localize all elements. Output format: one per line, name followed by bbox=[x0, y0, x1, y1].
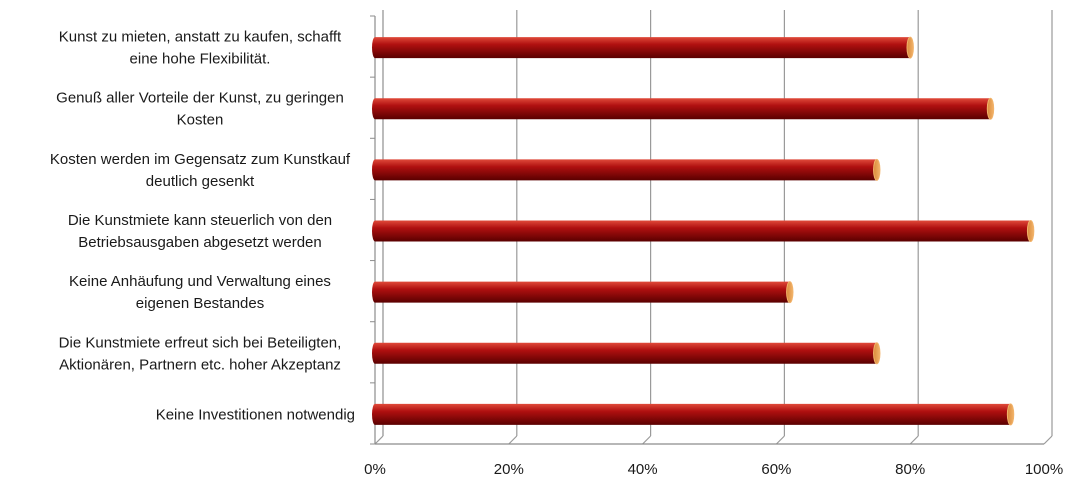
x-tick-label: 40% bbox=[628, 461, 658, 478]
bar bbox=[372, 98, 994, 120]
gridline-floor bbox=[374, 435, 384, 445]
bar bbox=[372, 37, 914, 59]
bar-cap bbox=[906, 36, 914, 59]
gridline-floor bbox=[775, 435, 785, 445]
category-label: Genuß aller Vorteile der Kunst, zu gerin… bbox=[56, 90, 344, 107]
category-label: Aktionären, Partnern etc. hoher Akzeptan… bbox=[59, 356, 341, 373]
category-label: Kunst zu mieten, anstatt zu kaufen, scha… bbox=[59, 29, 342, 46]
bar bbox=[372, 342, 880, 364]
category-label: eigenen Bestandes bbox=[136, 295, 264, 312]
category-label: Die Kunstmiete kann steuerlich von den bbox=[68, 212, 332, 229]
bar-cap bbox=[786, 281, 794, 304]
bar-layer bbox=[372, 36, 1035, 426]
category-label: deutlich gesenkt bbox=[146, 173, 255, 190]
category-label: Die Kunstmiete erfreut sich bei Beteilig… bbox=[59, 334, 342, 351]
gridline-floor bbox=[642, 435, 652, 445]
gridline-floor bbox=[1043, 435, 1053, 445]
x-tick-label: 20% bbox=[494, 461, 524, 478]
x-tick-label: 80% bbox=[895, 461, 925, 478]
gridline-floor bbox=[909, 435, 919, 445]
bar bbox=[372, 403, 1014, 425]
bar bbox=[372, 159, 880, 181]
category-label: Kosten werden im Gegensatz zum Kunstkauf bbox=[50, 151, 351, 168]
bar-cap bbox=[986, 97, 995, 120]
bar-cap bbox=[1026, 220, 1035, 242]
category-label: Kosten bbox=[177, 112, 224, 129]
bar-cap bbox=[873, 342, 881, 365]
label-layer: 0% 20% 40% 60% 80% 100% Kunst zu mieten, ansta… bbox=[50, 29, 1063, 478]
x-tick-label: 100% bbox=[1025, 461, 1063, 478]
bar-cap bbox=[1006, 403, 1015, 426]
gridline-floor bbox=[508, 435, 518, 445]
category-label: eine hohe Flexibilität. bbox=[130, 51, 271, 68]
bar-cap bbox=[873, 158, 881, 181]
category-label: Betriebsausgaben abgesetzt werden bbox=[78, 234, 322, 251]
x-tick-label: 60% bbox=[761, 461, 791, 478]
x-tick-label: 0% bbox=[364, 461, 386, 478]
bar bbox=[372, 281, 793, 303]
category-label: Keine Anhäufung und Verwaltung eines bbox=[69, 273, 331, 290]
category-label: Keine Investitionen notwendig bbox=[156, 406, 355, 423]
bar bbox=[372, 220, 1034, 242]
